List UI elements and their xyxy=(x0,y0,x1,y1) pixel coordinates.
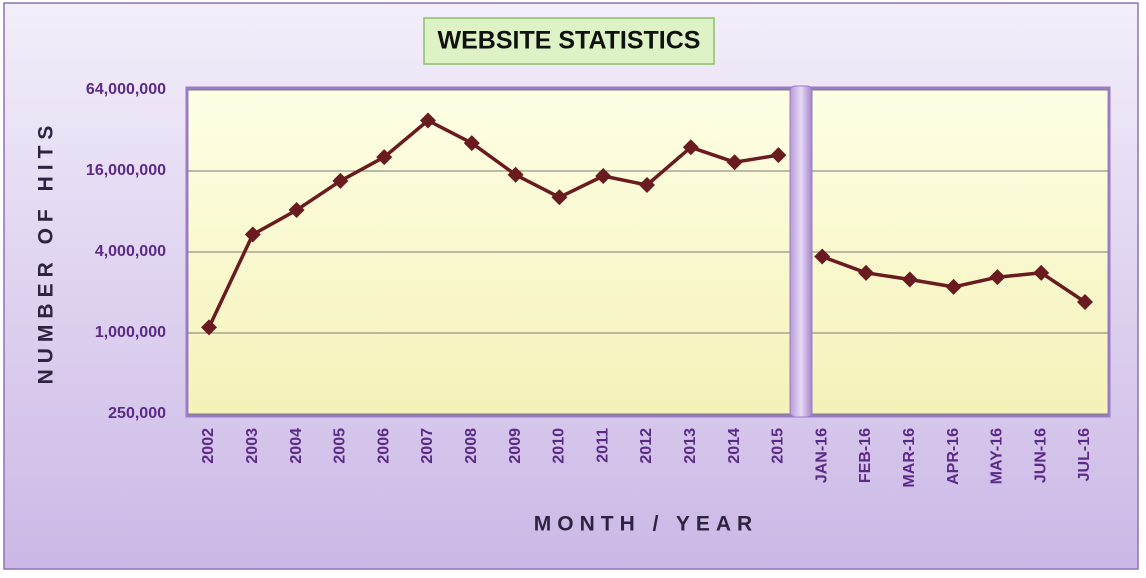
x-tick-label: 2004 xyxy=(288,428,305,464)
data-point xyxy=(901,271,918,288)
x-tick-label: MAR-16 xyxy=(901,428,918,488)
x-tick-label: 2012 xyxy=(638,428,655,464)
y-tick-label: 16,000,000 xyxy=(86,162,166,179)
title-box xyxy=(423,17,715,65)
data-point xyxy=(507,166,524,183)
data-point xyxy=(1077,293,1093,310)
data-point xyxy=(244,226,261,243)
x-tick-label: 2015 xyxy=(770,428,787,464)
data-point xyxy=(989,269,1006,286)
x-tick-label: 2005 xyxy=(332,428,349,464)
data-point xyxy=(332,172,349,189)
x-tick-label: MAY-16 xyxy=(989,428,1006,484)
data-point xyxy=(201,319,217,336)
y-tick-label: 1,000,000 xyxy=(95,324,166,341)
y-axis-title: NUMBER OF HITS xyxy=(35,120,58,385)
data-point xyxy=(288,202,305,219)
x-tick-label: 2007 xyxy=(419,428,436,464)
y-tick-label: 250,000 xyxy=(108,405,166,422)
data-point xyxy=(682,139,699,156)
section-separator xyxy=(789,85,813,418)
data-point xyxy=(945,278,962,295)
x-tick-label: 2014 xyxy=(726,428,743,464)
x-tick-label: 2010 xyxy=(551,428,568,464)
x-axis-title: MONTH / YEAR xyxy=(534,513,758,536)
y-tick-label: 64,000,000 xyxy=(86,81,166,98)
data-point xyxy=(376,149,393,166)
data-point xyxy=(726,154,743,171)
x-tick-label: 2008 xyxy=(463,428,480,464)
x-tick-label: JUN-16 xyxy=(1032,428,1049,483)
x-tick-label: JUL-16 xyxy=(1076,428,1093,481)
x-tick-label: APR-16 xyxy=(945,428,962,485)
data-point xyxy=(858,264,874,281)
x-tick-label: 2011 xyxy=(594,428,611,463)
data-point xyxy=(551,189,568,206)
data-point xyxy=(595,167,612,184)
x-tick-label: 2003 xyxy=(244,428,261,464)
data-point xyxy=(463,135,480,152)
data-point xyxy=(639,176,655,193)
chart-title: WEBSITE STATISTICS xyxy=(438,27,701,55)
data-point xyxy=(420,112,436,129)
series-line xyxy=(207,118,779,329)
y-tick-label: 4,000,000 xyxy=(95,243,166,260)
x-tick-label: 2006 xyxy=(375,428,392,464)
x-tick-label: 2002 xyxy=(200,428,217,464)
data-point xyxy=(1033,264,1050,281)
x-tick-label: 2009 xyxy=(507,428,524,464)
x-tick-label: FEB-16 xyxy=(857,428,874,483)
x-tick-label: JAN-16 xyxy=(813,428,830,483)
x-tick-label: 2013 xyxy=(682,428,699,464)
data-point xyxy=(770,147,787,164)
data-point xyxy=(814,248,831,265)
